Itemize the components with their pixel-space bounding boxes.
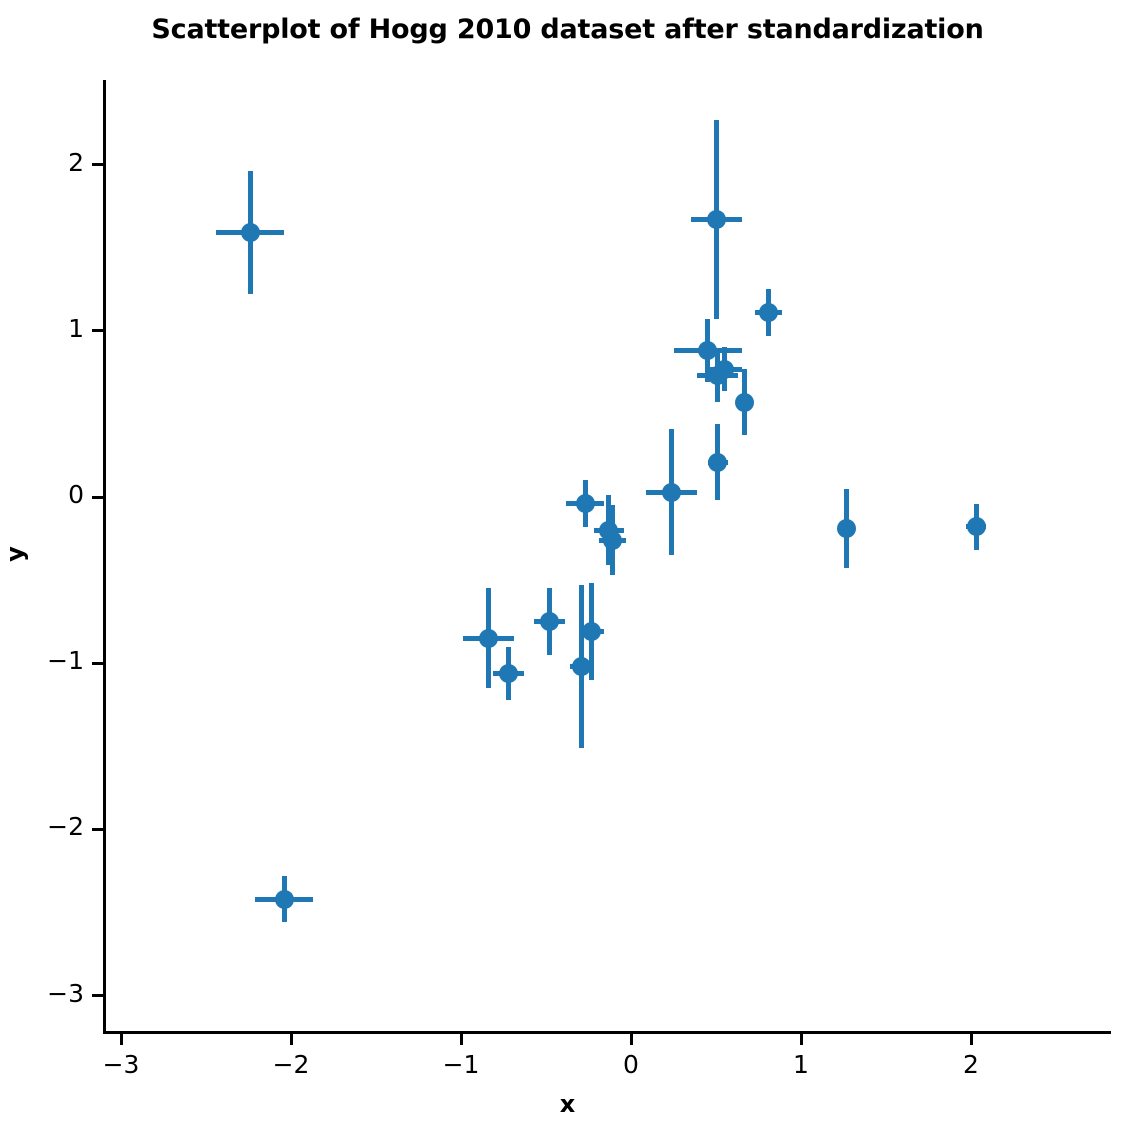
y-axis-tick-label: 0 xyxy=(68,480,84,509)
error-bar-vertical xyxy=(589,583,595,680)
error-bar-vertical xyxy=(722,347,727,391)
error-bar-vertical xyxy=(506,646,512,700)
error-bar-horizontal xyxy=(462,635,514,641)
y-axis-tick-label: −3 xyxy=(47,978,84,1008)
error-bar-horizontal xyxy=(566,501,604,507)
error-bar-vertical xyxy=(715,349,721,403)
error-bar-horizontal xyxy=(598,537,626,543)
y-axis-tick xyxy=(92,329,103,333)
error-bar-vertical xyxy=(715,423,721,501)
x-axis-tick-label: −2 xyxy=(272,1050,310,1079)
error-bar-horizontal xyxy=(255,896,314,902)
error-bar-horizontal xyxy=(690,216,742,222)
y-axis-tick xyxy=(92,994,103,998)
error-bar-vertical xyxy=(582,480,588,527)
error-bar-vertical xyxy=(247,171,253,295)
y-axis-tick-label: 2 xyxy=(68,147,84,177)
error-bar-vertical xyxy=(485,588,491,689)
x-axis-tick xyxy=(459,1034,463,1045)
y-axis-tick xyxy=(92,163,103,167)
error-bar-horizontal xyxy=(493,670,524,676)
x-axis-tick xyxy=(799,1034,803,1045)
scatter-point xyxy=(240,223,260,243)
scatter-point xyxy=(715,359,734,379)
scatter-point xyxy=(966,517,986,537)
scatter-point xyxy=(602,530,622,550)
error-bar-horizontal xyxy=(738,399,752,405)
y-axis-tick xyxy=(92,661,103,665)
error-bar-horizontal xyxy=(534,619,565,625)
error-bar-horizontal xyxy=(580,629,604,635)
scatter-point xyxy=(572,657,592,677)
error-bar-horizontal xyxy=(755,310,783,316)
scatter-point xyxy=(708,366,728,386)
scatter-point xyxy=(478,628,498,648)
error-bar-vertical xyxy=(973,503,979,551)
y-axis-tick-label: −1 xyxy=(47,646,84,676)
scatter-point xyxy=(539,612,559,632)
error-bar-horizontal xyxy=(216,230,285,236)
scatter-point xyxy=(499,663,519,683)
error-bar-vertical xyxy=(579,585,585,748)
x-axis-tick xyxy=(289,1034,293,1045)
x-axis-tick xyxy=(969,1034,973,1045)
x-axis-spine xyxy=(103,1031,1111,1034)
scatter-point xyxy=(735,392,755,412)
y-axis-tick xyxy=(92,827,103,831)
error-bar-vertical xyxy=(609,505,615,576)
error-bar-horizontal xyxy=(593,527,625,533)
scatter-point xyxy=(662,482,682,502)
error-bar-horizontal xyxy=(569,664,594,670)
error-bar-vertical xyxy=(844,488,850,569)
x-axis-tick xyxy=(629,1034,633,1045)
y-axis-tick-label: −2 xyxy=(47,812,84,842)
error-bar-vertical xyxy=(669,428,675,556)
error-bar-horizontal xyxy=(965,524,987,530)
scatter-point xyxy=(708,452,728,472)
error-bar-vertical xyxy=(606,495,612,566)
scatter-point xyxy=(759,303,779,323)
error-bar-horizontal xyxy=(697,373,739,379)
error-bar-horizontal xyxy=(707,459,728,465)
error-bar-vertical xyxy=(742,369,748,436)
x-axis-tick-label: −3 xyxy=(102,1050,140,1079)
x-axis-tick-label: 1 xyxy=(793,1050,809,1079)
scatter-point xyxy=(706,209,726,229)
x-axis-tick-label: 0 xyxy=(623,1050,639,1079)
page-title: Scatterplot of Hogg 2010 dataset after s… xyxy=(151,14,984,45)
scatter-point xyxy=(837,519,857,539)
scatter-point xyxy=(582,622,602,642)
x-axis-tick-label: 2 xyxy=(963,1050,979,1079)
x-axis-tick-label: −1 xyxy=(442,1050,480,1079)
scatter-point xyxy=(274,889,294,909)
error-bar-vertical xyxy=(546,588,552,655)
y-axis-tick xyxy=(92,495,103,499)
y-axis-tick-label: 1 xyxy=(68,313,84,343)
error-bar-vertical xyxy=(705,319,710,383)
scatter-point xyxy=(698,341,717,361)
error-bar-vertical xyxy=(281,875,287,923)
error-bar-vertical xyxy=(713,119,719,320)
error-bar-horizontal xyxy=(707,366,742,372)
x-axis-tick xyxy=(119,1034,123,1045)
error-bar-horizontal xyxy=(646,489,698,495)
y-axis-spine xyxy=(103,80,106,1034)
error-bar-horizontal xyxy=(843,526,851,532)
y-axis-label: y xyxy=(1,546,29,562)
scatter-point xyxy=(599,520,619,540)
error-bar-horizontal xyxy=(673,348,742,354)
scatter-point xyxy=(575,494,595,514)
x-axis-label: x xyxy=(559,1090,576,1118)
error-bar-vertical xyxy=(766,289,772,336)
